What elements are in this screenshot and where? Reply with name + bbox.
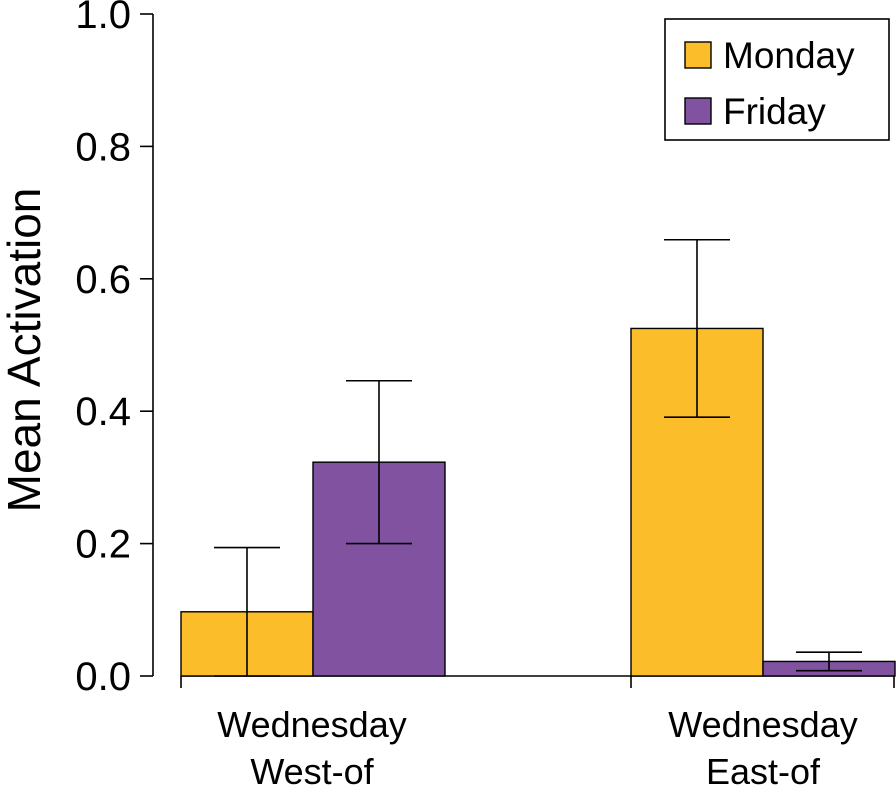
x-axis (180, 675, 895, 688)
legend-label-monday: Monday (723, 35, 855, 76)
legend-swatch-monday (684, 41, 712, 69)
bars (180, 327, 896, 677)
category-label-line2: East-of (706, 751, 821, 791)
category-label-line2: West-of (250, 751, 374, 791)
y-tick-label: 0.6 (75, 258, 131, 302)
legend-swatch-friday (684, 97, 712, 125)
y-tick-label: 0.4 (75, 390, 131, 434)
y-tick-label: 0.0 (75, 655, 131, 699)
category-labels: Wednesday West-of Wednesday East-of (217, 704, 857, 791)
category-label-line1: Wednesday (217, 704, 406, 745)
y-axis: 0.0 0.2 0.4 0.6 0.8 1.0 (75, 0, 154, 699)
y-tick-label: 0.8 (75, 125, 131, 169)
error-bar-monday-1 (214, 546, 280, 677)
legend: Monday Friday (664, 18, 890, 141)
error-bar-monday-2 (664, 238, 730, 418)
y-tick-label: 0.2 (75, 523, 131, 567)
error-bars (214, 238, 862, 677)
category-label-line1: Wednesday (668, 704, 857, 745)
error-bar-friday-1 (346, 379, 412, 545)
y-axis-label: Mean Activation (0, 188, 50, 513)
legend-label-friday: Friday (723, 91, 826, 132)
y-tick-label: 1.0 (75, 0, 131, 37)
error-bar-friday-2 (796, 651, 862, 672)
